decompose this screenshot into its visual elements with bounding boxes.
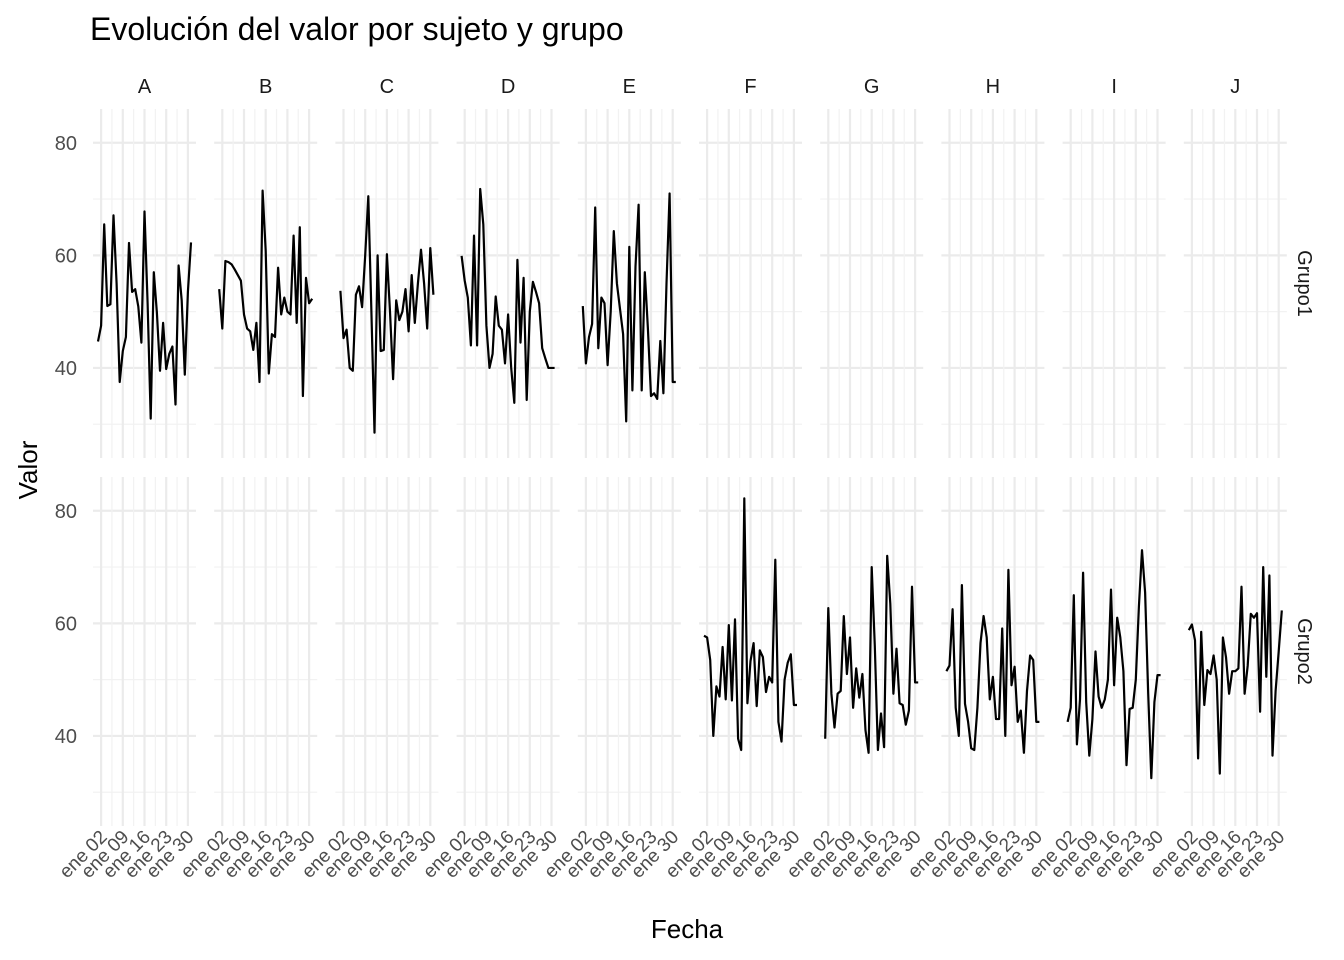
facet-label-f: F: [744, 76, 756, 98]
series-line-j-grupo2: [1187, 565, 1283, 775]
facet-label-a: A: [138, 76, 152, 98]
facet-label-c: C: [380, 76, 394, 98]
series-line-b-grupo1: [218, 189, 314, 398]
y-tick-label: 60: [55, 245, 77, 267]
facet-label-i: I: [1111, 76, 1117, 98]
y-tick-label: 40: [55, 726, 77, 748]
y-tick-label: 40: [55, 358, 77, 380]
facet-label-grupo2: Grupo2: [1293, 618, 1315, 685]
y-tick-label: 80: [55, 501, 77, 523]
facet-label-grupo1: Grupo1: [1293, 250, 1315, 317]
x-axis-title: Fecha: [651, 914, 724, 944]
series-line-c-grupo1: [339, 195, 435, 434]
y-tick-label: 60: [55, 613, 77, 635]
series-line-a-grupo1: [96, 210, 193, 420]
facet-label-h: H: [986, 76, 1000, 98]
facet-label-d: D: [501, 76, 515, 98]
facet-label-b: B: [259, 76, 272, 98]
facet-label-g: G: [864, 76, 880, 98]
y-tick-label: 80: [55, 133, 77, 155]
grid-layer: [93, 109, 1287, 826]
series-layer: [96, 187, 1283, 780]
series-line-f-grupo2: [703, 497, 797, 752]
facet-label-e: E: [623, 76, 636, 98]
facet-label-j: J: [1230, 76, 1240, 98]
series-line-g-grupo2: [824, 554, 919, 754]
chart-title: Evolución del valor por sujeto y grupo: [90, 11, 624, 47]
series-line-i-grupo2: [1066, 549, 1161, 780]
series-line-e-grupo1: [581, 192, 676, 423]
series-line-d-grupo1: [460, 187, 555, 404]
y-axis-title: Valor: [13, 440, 43, 499]
series-line-h-grupo2: [945, 568, 1040, 754]
